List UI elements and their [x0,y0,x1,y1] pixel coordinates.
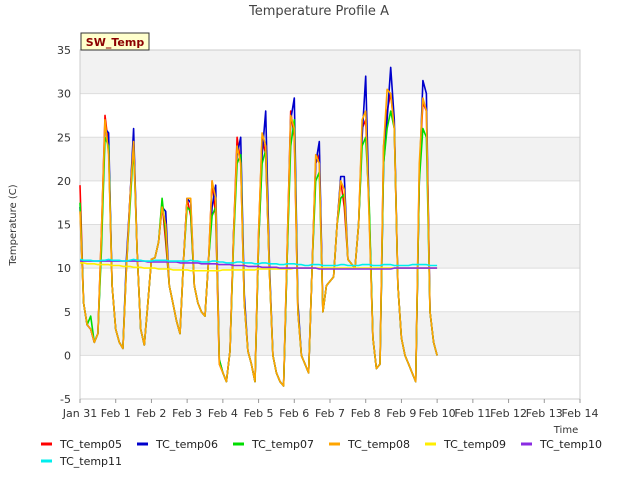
x-tick-label: Feb 5 [244,407,274,420]
background-band [80,180,580,225]
y-axis-label: Temperature (C) [8,184,19,266]
legend-item: TC_temp07 [233,438,314,451]
background-band [80,268,580,312]
legend-item: TC_temp10 [521,438,602,451]
background-band [80,137,580,181]
series-line-tc-temp09 [80,262,438,272]
y-tick-label: 30 [57,88,71,101]
legend-item: TC_temp11 [41,455,122,468]
chart-title: Temperature Profile A [248,4,389,19]
series-line-tc-temp11 [79,258,438,267]
x-tick-label: Feb 6 [279,407,309,420]
x-tick-label: Feb 13 [526,407,563,420]
x-axis-label: Time [553,425,578,436]
x-tick-label: Feb 2 [136,407,166,420]
y-tick-label: 15 [57,219,71,232]
background-band [80,50,580,94]
x-tick-label: Feb 12 [490,407,527,420]
x-tick-label: Feb 9 [386,407,416,420]
plot-area [79,49,581,400]
x-tick-label: Feb 7 [315,407,345,420]
legend-label: TC_temp06 [155,438,218,451]
y-tick-label: -5 [60,393,71,406]
legend-label: TC_temp05 [59,438,122,451]
x-tick-label: Feb 1 [101,407,131,420]
y-tick-label: 35 [57,44,71,57]
badge-text: SW_Temp [86,36,145,49]
series-line-tc-temp10 [80,260,438,270]
badge-box [80,32,150,51]
series-lines [79,66,438,387]
legend-item: TC_temp05 [41,438,122,451]
background-band [80,355,580,399]
legend-item: TC_temp06 [137,438,218,451]
badge: SW_Temp [80,32,150,51]
y-axis-ticks: -5 0 5 10 15 20 25 30 35 [57,44,71,406]
legend-item: TC_temp09 [425,438,506,451]
y-tick-label: 5 [64,306,71,319]
x-tick-label: Feb 10 [419,407,456,420]
background-band [80,93,580,138]
background-band [80,311,580,356]
y-tick-label: 25 [57,131,71,144]
legend-label: TC_temp09 [443,438,506,451]
x-axis-ticks: Jan 31 Feb 1 Feb 2 Feb 3 Feb 4 Feb 5 Feb 6 Feb … [62,399,599,420]
series-line-tc-temp08 [79,88,438,387]
x-tick-label: Jan 31 [62,407,97,420]
y-tick-label: 0 [64,349,71,362]
legend-label: TC_temp10 [539,438,602,451]
x-tick-label: Feb 14 [562,407,599,420]
x-tick-label: Feb 3 [172,407,202,420]
x-tick-label: Feb 4 [208,407,238,420]
legend-item: TC_temp08 [329,438,410,451]
legend: TC_temp05 TC_temp06 TC_temp07 TC_temp08 TC_t… [41,438,602,468]
legend-label: TC_temp11 [59,455,122,468]
x-tick-label: Feb 8 [351,407,381,420]
legend-label: TC_temp07 [251,438,314,451]
y-tick-label: 10 [57,262,71,275]
legend-label: TC_temp08 [347,438,410,451]
y-tick-label: 20 [57,175,71,188]
x-tick-label: Feb 11 [454,407,491,420]
